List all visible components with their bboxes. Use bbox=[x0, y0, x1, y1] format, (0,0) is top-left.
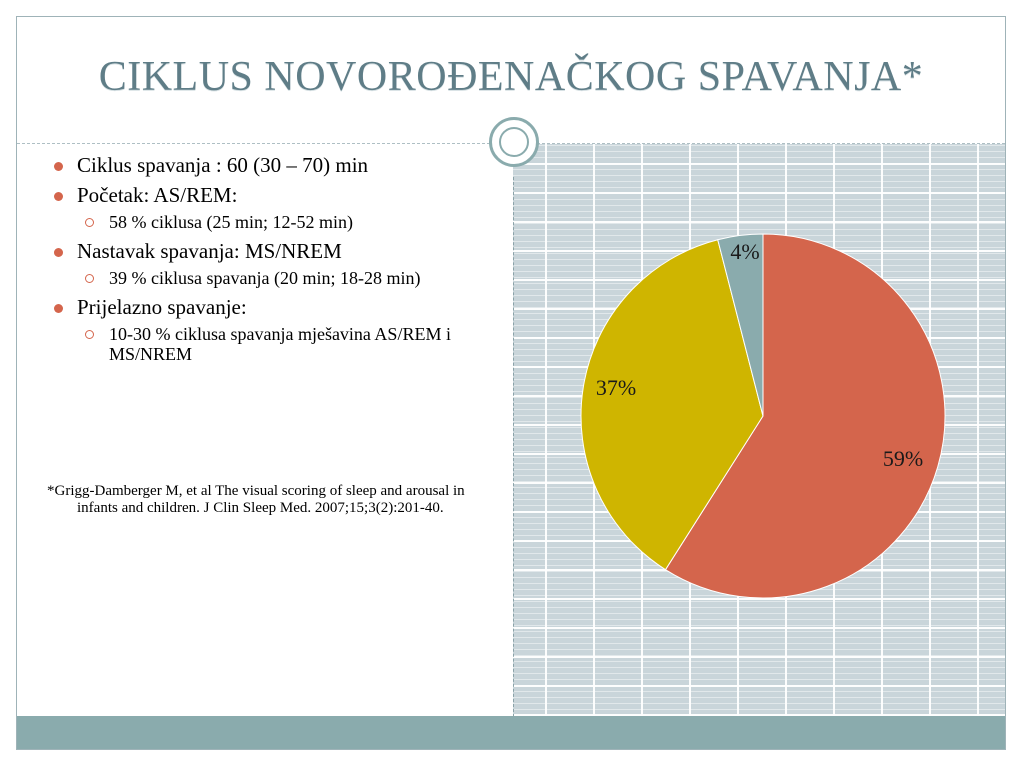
footer-bar bbox=[17, 716, 1005, 749]
sub-bullet-text: 58 % ciklusa (25 min; 12-52 min) bbox=[109, 212, 353, 232]
pie-data-label: 37% bbox=[596, 375, 636, 400]
sub-bullet-text: 10-30 % ciklusa spavanja mješavina AS/RE… bbox=[109, 324, 451, 364]
sub-bullet-ring-icon bbox=[85, 330, 94, 339]
bullet-item: Početak: AS/REM: bbox=[51, 184, 491, 207]
sub-bullet-item: 39 % ciklusa spavanja (20 min; 18-28 min… bbox=[51, 268, 491, 288]
reference-note: *Grigg-Damberger M, et al The visual sco… bbox=[47, 483, 465, 516]
text-panel bbox=[17, 144, 513, 716]
sub-bullet-ring-icon bbox=[85, 218, 94, 227]
bullet-text: Prijelazno spavanje: bbox=[77, 295, 247, 319]
circle-ornament-icon bbox=[489, 117, 539, 167]
pie-slice bbox=[717, 233, 764, 417]
bullet-dot-icon bbox=[54, 248, 63, 257]
bullet-dot-icon bbox=[54, 162, 63, 171]
bullet-text: Ciklus spavanja : 60 (30 – 70) min bbox=[77, 153, 369, 177]
sub-bullet-item: 58 % ciklusa (25 min; 12-52 min) bbox=[51, 212, 491, 232]
sub-bullet-item: 10-30 % ciklusa spavanja mješavina AS/RE… bbox=[51, 324, 491, 364]
bullet-text: Nastavak spavanja: MS/NREM bbox=[77, 239, 342, 263]
pie-data-label: 59% bbox=[883, 446, 923, 471]
bullet-dot-icon bbox=[54, 192, 63, 201]
vertical-divider bbox=[513, 177, 514, 717]
pie-data-label: 4% bbox=[730, 239, 759, 264]
sub-bullet-text: 39 % ciklusa spavanja (20 min; 18-28 min… bbox=[109, 268, 421, 288]
slide-title: CIKLUS NOVOROĐENAČKOG SPAVANJA* bbox=[98, 54, 924, 100]
bullet-text: Početak: AS/REM: bbox=[77, 183, 238, 207]
bullet-item: Ciklus spavanja : 60 (30 – 70) min bbox=[51, 154, 491, 177]
pie-slice bbox=[664, 233, 946, 599]
bullet-item: Prijelazno spavanje: bbox=[51, 296, 491, 319]
bullet-dot-icon bbox=[54, 304, 63, 313]
bullet-list: Ciklus spavanja : 60 (30 – 70) min Počet… bbox=[51, 154, 491, 372]
pie-slice bbox=[580, 239, 764, 571]
bullet-item: Nastavak spavanja: MS/NREM bbox=[51, 240, 491, 263]
sub-bullet-ring-icon bbox=[85, 274, 94, 283]
